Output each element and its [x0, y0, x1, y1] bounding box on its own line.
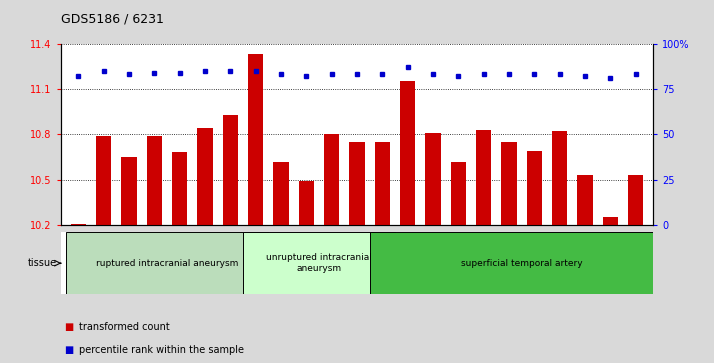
Bar: [578, 175, 593, 225]
Bar: [243, 232, 395, 294]
Bar: [426, 133, 441, 225]
Bar: [628, 175, 643, 225]
Text: percentile rank within the sample: percentile rank within the sample: [79, 345, 243, 355]
Bar: [527, 151, 542, 225]
Text: tissue: tissue: [28, 258, 57, 268]
Bar: [501, 142, 516, 225]
Bar: [370, 232, 673, 294]
Text: superficial temporal artery: superficial temporal artery: [461, 259, 583, 268]
Bar: [273, 162, 288, 225]
Bar: [476, 130, 491, 225]
Bar: [324, 134, 339, 225]
Text: transformed count: transformed count: [79, 322, 169, 332]
Bar: [375, 142, 390, 225]
Bar: [66, 232, 268, 294]
Text: GDS5186 / 6231: GDS5186 / 6231: [61, 12, 164, 25]
Bar: [71, 224, 86, 225]
Bar: [298, 181, 314, 225]
Bar: [172, 152, 187, 225]
Text: unruptured intracranial
aneurysm: unruptured intracranial aneurysm: [266, 253, 372, 273]
Bar: [198, 128, 213, 225]
Bar: [223, 115, 238, 225]
Text: ruptured intracranial aneurysm: ruptured intracranial aneurysm: [96, 259, 238, 268]
Bar: [349, 142, 365, 225]
Bar: [96, 136, 111, 225]
Text: ■: ■: [64, 322, 74, 332]
Text: ■: ■: [64, 345, 74, 355]
Bar: [248, 54, 263, 225]
Bar: [400, 81, 416, 225]
Bar: [552, 131, 567, 225]
Bar: [451, 162, 466, 225]
Bar: [147, 136, 162, 225]
Bar: [603, 217, 618, 225]
Bar: [121, 157, 136, 225]
